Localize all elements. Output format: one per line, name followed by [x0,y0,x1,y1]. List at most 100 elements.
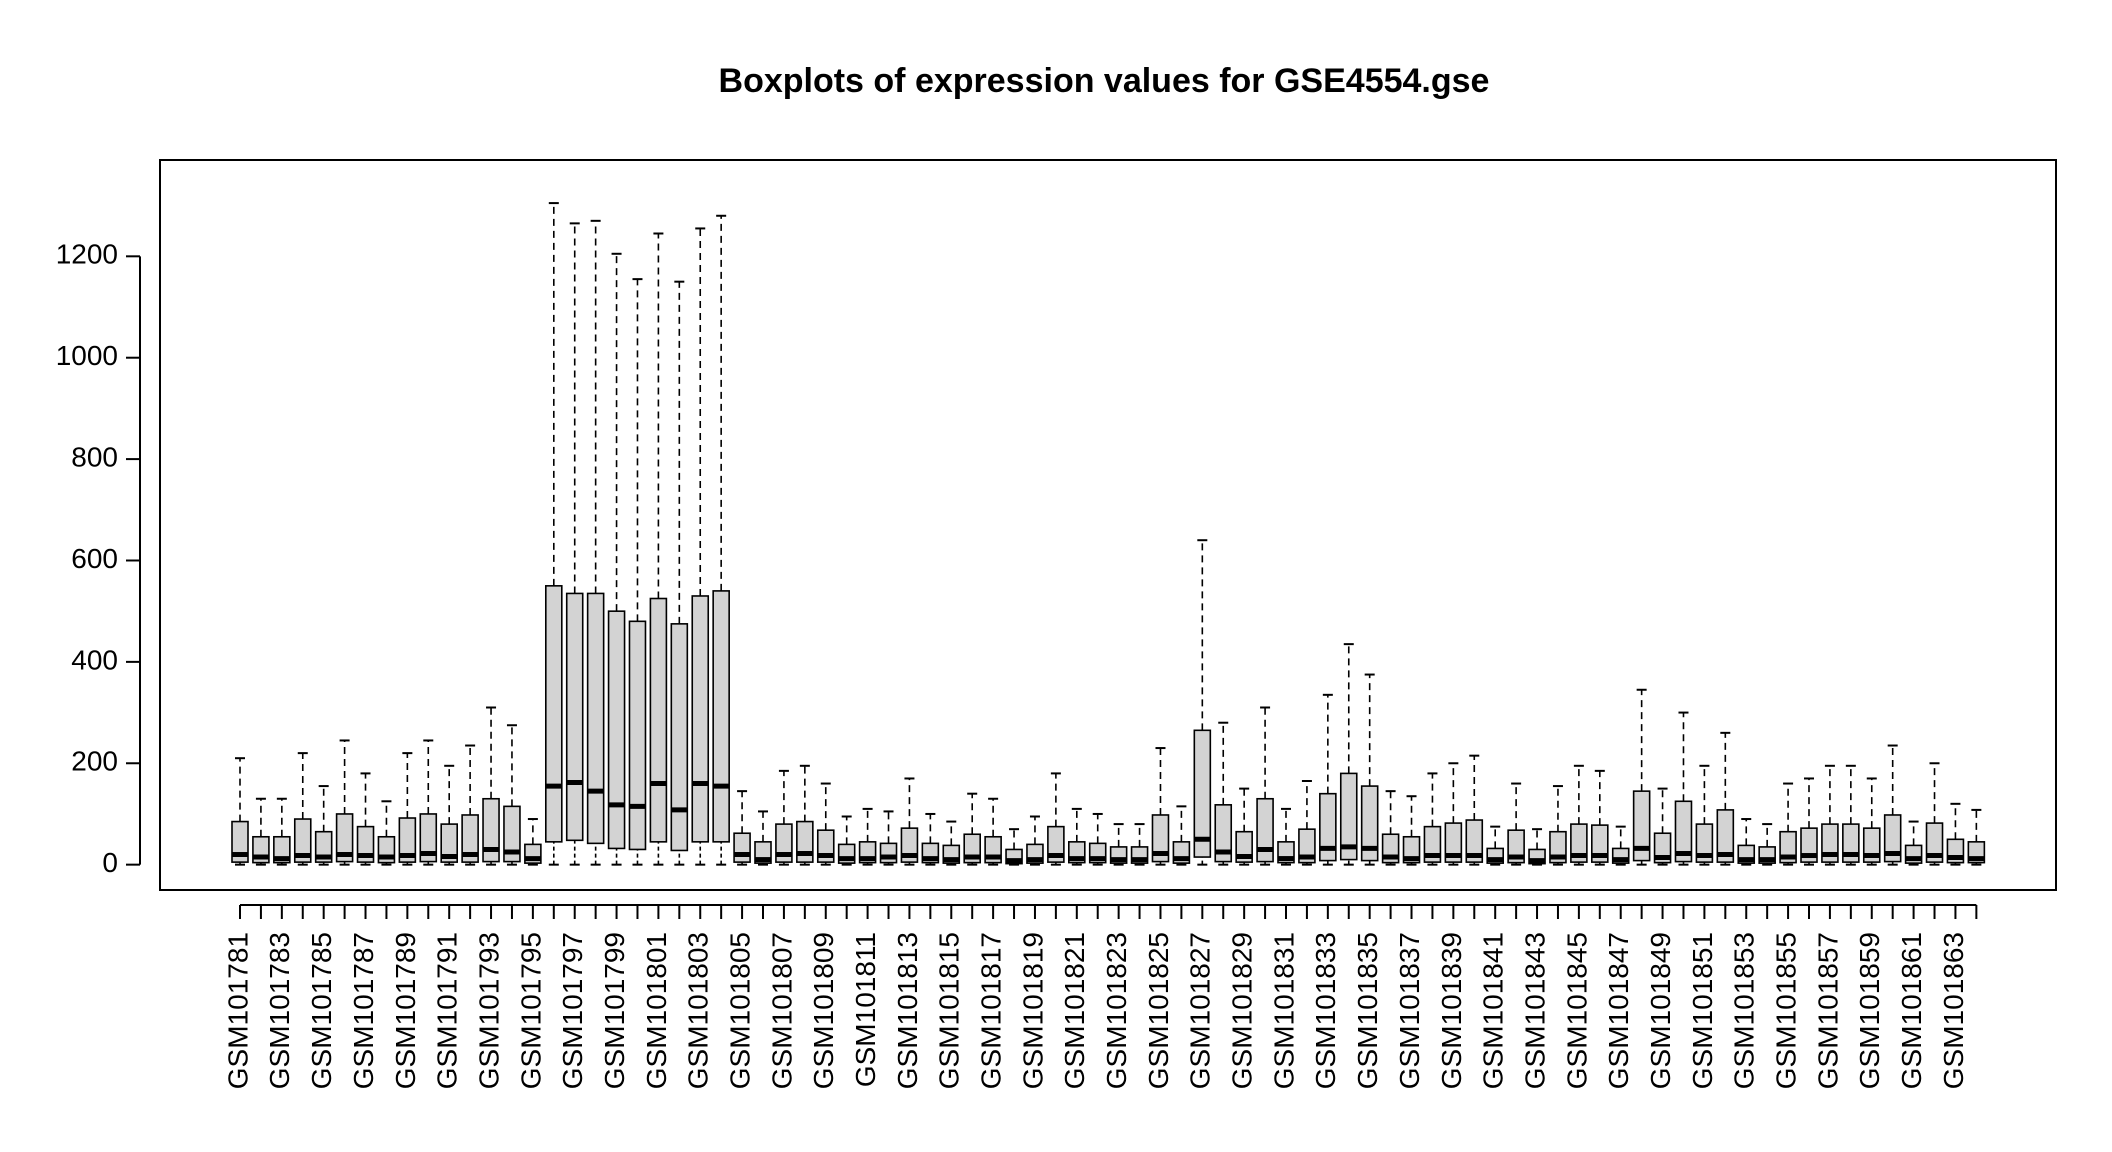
box-GSM101844 [1549,785,1567,866]
y-tick-label: 200 [71,746,118,777]
box-GSM101805 [733,790,751,866]
box-iqr [461,814,479,863]
x-tick-label: GSM101799 [599,932,630,1089]
x-tick-label: GSM101831 [1268,932,1299,1089]
box-GSM101820 [1047,772,1065,866]
x-tick-label: GSM101793 [473,932,504,1089]
box-iqr [691,595,710,843]
box-GSM101842 [1507,782,1525,866]
box-GSM101786 [335,739,354,866]
box-GSM101861 [1904,820,1923,866]
x-tick-label: GSM101827 [1185,932,1216,1089]
box-GSM101782 [252,797,270,866]
y-tick-label: 1200 [56,239,118,270]
box-GSM101845 [1570,764,1588,866]
box-GSM101833 [1319,693,1337,866]
box-iqr [314,830,333,863]
x-tick-label: GSM101863 [1938,932,1969,1089]
box-GSM101849 [1653,787,1672,866]
box-GSM101814 [921,812,940,866]
box-iqr [1883,814,1902,863]
box-GSM101837 [1402,795,1421,866]
box-GSM101846 [1591,769,1609,866]
box-GSM101798 [586,219,605,866]
box-iqr [1591,824,1609,863]
box-GSM101856 [1800,777,1818,866]
x-tick-label: GSM101787 [348,932,379,1089]
x-tick-label: GSM101841 [1478,932,1509,1089]
box-GSM101855 [1779,782,1797,866]
box-iqr [796,820,814,863]
x-tick-label: GSM101825 [1143,932,1174,1089]
box-iqr [1925,822,1944,863]
box-iqr [1339,772,1358,861]
box-GSM101850 [1674,711,1693,866]
box-iqr [1360,785,1379,862]
x-tick-label: GSM101785 [306,932,337,1089]
box-GSM101788 [377,800,396,866]
box-GSM101859 [1862,777,1881,866]
x-tick-label: GSM101807 [766,932,797,1089]
box-iqr [544,585,563,843]
box-iqr [1214,804,1233,863]
box-GSM101864 [1967,808,1986,866]
y-tick-label: 600 [71,543,118,574]
box-GSM101792 [461,744,479,866]
box-GSM101784 [293,752,312,866]
box-GSM101831 [1277,807,1295,866]
box-GSM101840 [1465,754,1484,866]
box-iqr [1695,823,1714,863]
box-GSM101836 [1381,790,1400,866]
box-iqr [607,610,626,850]
box-GSM101819 [1026,815,1044,866]
box-GSM101795 [524,818,542,866]
box-GSM101830 [1256,706,1274,866]
box-GSM101815 [942,820,961,866]
x-tick-label: GSM101845 [1561,932,1592,1089]
x-tick-label: GSM101833 [1310,932,1341,1089]
x-tick-label: GSM101837 [1394,932,1425,1089]
x-tick-label: GSM101821 [1059,932,1090,1089]
box-GSM101854 [1758,823,1776,866]
box-iqr [712,590,730,843]
y-tick-label: 400 [71,644,118,675]
box-GSM101799 [607,252,626,866]
box-iqr [335,813,354,863]
box-iqr [628,620,647,851]
box-GSM101851 [1695,764,1714,866]
x-tick-label: GSM101805 [724,932,755,1089]
box-iqr [1256,797,1274,863]
x-tick-label: GSM101797 [557,932,588,1089]
x-tick-label: GSM101853 [1729,932,1760,1089]
box-GSM101808 [796,764,814,866]
box-GSM101821 [1068,807,1086,866]
box-GSM101790 [419,739,438,866]
x-tick-label: GSM101851 [1687,932,1718,1089]
x-tick-label: GSM101811 [850,932,881,1087]
box-GSM101783 [273,797,291,866]
x-tick-label: GSM101847 [1603,932,1634,1089]
box-iqr [1716,809,1735,863]
x-tick-label: GSM101803 [683,932,714,1089]
boxes-layer [231,202,1986,866]
x-tick-label: GSM101849 [1645,932,1676,1089]
box-iqr [649,597,668,843]
x-tick-label: GSM101861 [1896,932,1927,1089]
box-iqr [1319,792,1337,862]
x-tick-label: GSM101829 [1227,932,1258,1089]
x-tick-label: GSM101857 [1812,932,1843,1089]
box-GSM101810 [837,815,856,866]
box-GSM101829 [1235,787,1253,866]
box-GSM101843 [1528,828,1546,866]
x-tick-label: GSM101781 [222,932,253,1089]
box-iqr [879,842,898,864]
plot-frame [159,159,2057,891]
box-GSM101791 [440,764,459,866]
x-tick-label: GSM101843 [1519,932,1550,1089]
box-GSM101796 [544,202,563,866]
box-GSM101852 [1716,731,1735,866]
x-tick-label: GSM101817 [976,932,1007,1089]
box-GSM101863 [1946,802,1965,866]
box-GSM101858 [1842,764,1860,866]
